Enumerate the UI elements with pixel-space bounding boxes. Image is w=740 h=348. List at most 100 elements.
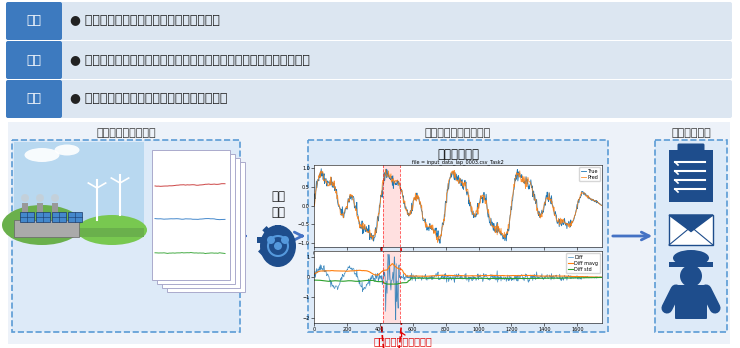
Circle shape [680,265,702,287]
Ellipse shape [673,250,709,266]
Bar [383,165,400,247]
Ellipse shape [77,215,147,245]
Bar [669,262,713,267]
True [317,167,326,171]
Text: ● 機械学習（時系列予測）を用いたシステム: ● 機械学習（時系列予測）を用いたシステム [70,93,227,105]
Bar [12,140,240,332]
Bar [52,212,66,222]
FancyBboxPatch shape [6,2,732,40]
Bar [14,228,144,237]
Circle shape [21,194,29,202]
Line: Pred: Pred [314,169,602,242]
Bar [269,255,275,261]
Diff std [502,276,511,280]
Circle shape [267,236,275,244]
FancyBboxPatch shape [675,285,707,319]
True [528,185,536,190]
Line: Diff: Diff [314,254,602,320]
Bar [20,212,34,222]
Pred [441,208,450,212]
Pred [480,198,489,202]
Pred [433,240,442,244]
Line: Diff mavg: Diff mavg [314,264,602,277]
Diff mavg [527,273,536,277]
Ellipse shape [2,205,82,245]
Bar [279,252,288,260]
Bar [36,212,50,222]
Diff [360,287,369,291]
Text: 異常予兆検知システム: 異常予兆検知システム [425,128,491,138]
Text: ● 設備機器の突然の故障による損失の回避: ● 設備機器の突然の故障による損失の回避 [70,15,220,27]
Line: True: True [314,169,602,243]
Diff [528,276,536,280]
Diff std [360,278,369,283]
Legend: Diff, Diff mavg, Diff std: Diff, Diff mavg, Diff std [566,253,599,273]
Bar [8,122,730,344]
Diff std [598,275,607,279]
True [480,197,489,201]
Bar [383,251,400,323]
Polygon shape [669,215,713,231]
Diff [503,277,512,281]
True [503,233,512,237]
Diff std [527,276,536,280]
True [384,172,393,176]
Bar [669,150,713,202]
Circle shape [51,194,59,202]
Text: 機械
学習: 機械 学習 [271,190,285,219]
Diff [383,252,392,256]
Circle shape [281,236,289,244]
Bar [262,226,271,235]
Bar [162,158,240,288]
Ellipse shape [55,144,79,156]
Legend: True, Pred: True, Pred [579,167,599,181]
Diff [480,275,489,279]
Text: 課題: 課題 [27,15,41,27]
Title: file = input_data_lap_0003.csv_Task2: file = input_data_lap_0003.csv_Task2 [412,159,504,165]
Diff [384,257,393,261]
Text: ● センサーデータを監視し異常の予兆を検知し、計画停止・保全する: ● センサーデータを監視し異常の予兆を検知し、計画停止・保全する [70,54,310,66]
Bar [258,247,266,256]
Diff std [480,276,488,280]
Bar [52,203,58,223]
Pred [309,203,318,207]
Circle shape [36,194,44,202]
Bar [287,243,293,249]
Bar [308,140,608,332]
True [441,201,450,205]
Ellipse shape [260,225,296,267]
Pred [598,203,607,207]
Diff std [309,278,318,282]
Text: 技術: 技術 [27,93,41,105]
Bar [14,142,144,237]
Diff [309,274,318,278]
Diff mavg [440,273,449,277]
Text: センサー計測データ: センサー計測データ [96,128,156,138]
True [436,241,445,245]
True [598,203,607,207]
FancyBboxPatch shape [6,41,62,79]
Text: 異常の予兆を自動検知: 異常の予兆を自動検知 [374,336,433,346]
Ellipse shape [24,148,59,162]
Bar [167,162,245,292]
True [309,201,318,205]
Diff [441,271,450,276]
Bar [14,220,79,237]
Pred [384,169,393,173]
Text: 担当者へ通知: 担当者へ通知 [671,128,711,138]
FancyBboxPatch shape [678,143,704,156]
Diff mavg [388,262,397,266]
Diff mavg [598,275,607,279]
Text: 対策: 対策 [27,54,41,66]
Bar [152,150,230,280]
Diff mavg [383,267,392,271]
True [361,229,370,234]
Diff [391,318,400,322]
FancyBboxPatch shape [6,80,732,118]
Bar [283,230,292,239]
Bar [157,154,235,284]
FancyBboxPatch shape [6,80,62,118]
Bar [669,215,713,245]
Diff [598,275,607,279]
Bar [257,237,263,243]
